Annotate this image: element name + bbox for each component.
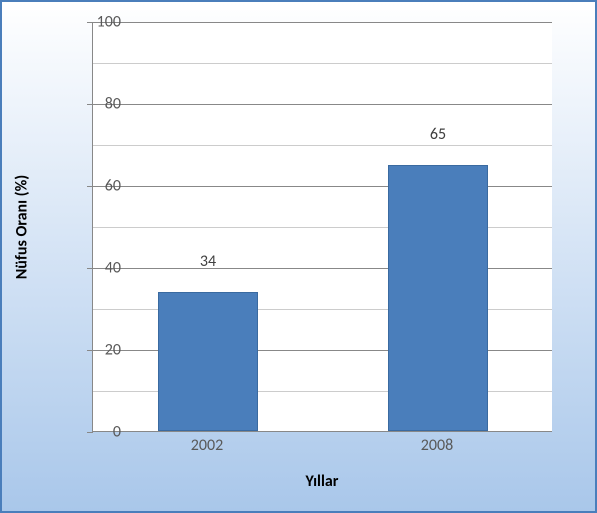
plot-area: 34 65 xyxy=(92,22,552,432)
x-axis-title: Yıllar xyxy=(306,472,339,491)
bar-2008 xyxy=(388,165,488,432)
chart-frame: 34 65 0 20 40 60 80 100 2002 2008 Nüfus … xyxy=(0,0,597,513)
ytick-0: 0 xyxy=(81,423,121,442)
ytick-100: 100 xyxy=(81,13,121,32)
xtick-2008: 2008 xyxy=(421,436,453,455)
minor-gridline xyxy=(93,145,552,146)
ytick-60: 60 xyxy=(81,177,121,196)
bar-label-2002: 34 xyxy=(200,252,216,271)
xtick-2002: 2002 xyxy=(191,436,223,455)
ytick-20: 20 xyxy=(81,341,121,360)
gridline xyxy=(93,22,552,23)
ytick-40: 40 xyxy=(81,259,121,278)
bar-label-2008: 65 xyxy=(430,125,446,144)
gridline xyxy=(93,104,552,105)
y-axis-title: Nüfus Oranı (%) xyxy=(13,175,32,280)
bar-2002 xyxy=(158,292,258,431)
ytick-80: 80 xyxy=(81,95,121,114)
minor-gridline xyxy=(93,63,552,64)
